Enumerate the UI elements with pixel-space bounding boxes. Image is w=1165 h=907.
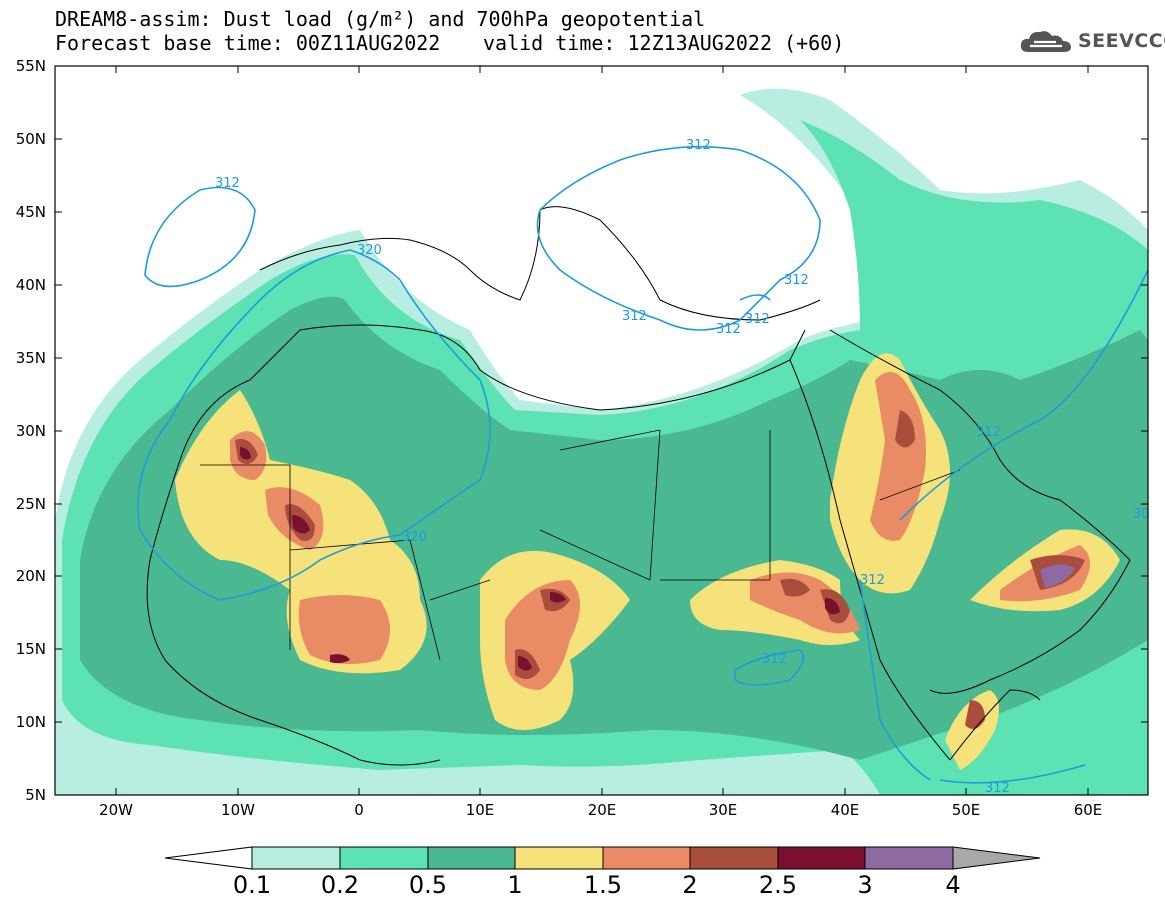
lat-label: 10N xyxy=(15,713,46,731)
dust-contour-1-somalia xyxy=(945,690,999,770)
lat-label: 45N xyxy=(15,203,46,221)
seevccc-logo: SEEVCCC xyxy=(1018,26,1165,56)
colorbar-bin xyxy=(689,846,779,870)
coastline-europe xyxy=(259,206,821,321)
lon-label: 0 xyxy=(354,801,364,819)
colorbar-label: 0.1 xyxy=(232,871,272,899)
colorbar-over-arrow xyxy=(952,846,1041,870)
lat-label: 50N xyxy=(15,130,46,148)
lat-label: 20N xyxy=(15,567,46,585)
colorbar-bin xyxy=(864,846,954,870)
contour-label: 312 xyxy=(985,781,1010,796)
contour-320-main xyxy=(137,249,491,601)
contour-label: 312 xyxy=(784,273,809,288)
contour-label: 312 xyxy=(762,652,787,667)
lon-label: 10W xyxy=(221,801,255,819)
coastline-west-africa xyxy=(146,459,441,766)
contour-312-sudan xyxy=(734,649,805,686)
lon-label: 10E xyxy=(465,801,495,819)
lat-label: 30N xyxy=(15,422,46,440)
lat-label: 55N xyxy=(15,57,46,75)
colorbar-label: 1 xyxy=(507,871,523,899)
colorbar-label: 0.2 xyxy=(320,871,360,899)
colorbar-bin xyxy=(514,846,604,870)
colorbar-label: 3 xyxy=(857,871,873,899)
lon-ticks xyxy=(115,66,1089,795)
colorbar-bin xyxy=(777,846,866,870)
lon-label: 60E xyxy=(1073,801,1103,819)
lat-label: 35N xyxy=(15,349,46,367)
colorbar xyxy=(164,846,1041,870)
contour-label: 312 xyxy=(622,309,647,324)
colorbar-label: 1.5 xyxy=(583,871,623,899)
contour-312-europe xyxy=(536,145,821,331)
coastline-north-africa xyxy=(179,324,806,461)
contour-312-east xyxy=(899,269,1148,521)
lat-label: 40N xyxy=(15,276,46,294)
lon-label: 50E xyxy=(951,801,981,819)
map-title: DREAM8-assim: Dust load (g/m²) and 700hP… xyxy=(55,7,706,31)
contour-labels: 312 312 320 312 312 312 312 320 312 312 … xyxy=(215,138,1150,796)
contour-label: 320 xyxy=(402,530,427,545)
contour-label: 312 xyxy=(686,138,711,153)
lon-label: 20W xyxy=(99,801,133,819)
colorbar-label: 2.5 xyxy=(758,871,798,899)
lat-label: 25N xyxy=(15,495,46,513)
contour-label: 312 xyxy=(716,322,741,337)
contour-label: 320 xyxy=(357,243,382,258)
valid-time: valid time: 12Z13AUG2022 (+60) xyxy=(483,31,845,55)
lon-label: 30E xyxy=(708,801,738,819)
lon-label: 20E xyxy=(587,801,617,819)
colorbar-bin xyxy=(427,846,516,870)
coastlines xyxy=(146,206,1131,766)
colorbar-bin xyxy=(251,846,341,870)
coastline-red-sea xyxy=(789,359,951,761)
contour-312-west xyxy=(144,186,256,288)
colorbar-under-arrow xyxy=(164,846,253,870)
contour-label: 312 xyxy=(860,573,885,588)
coastline-arabia xyxy=(829,329,1131,694)
colorbar-label: 0.5 xyxy=(408,871,448,899)
dust-contour-1.5-west xyxy=(230,431,390,664)
lat-ticks xyxy=(55,65,1148,723)
contour-312-horn xyxy=(859,579,1086,784)
contour-label: 312 xyxy=(745,312,770,327)
border-lines xyxy=(200,429,961,661)
colorbar-bin xyxy=(602,846,691,870)
colorbar-label: 4 xyxy=(945,871,961,899)
contour-label: 30 xyxy=(1133,507,1150,522)
contour-label: 312 xyxy=(976,425,1001,440)
geopotential-contours xyxy=(137,145,1148,784)
cloud-icon xyxy=(1020,31,1071,52)
logo-text: SEEVCCC xyxy=(1078,30,1165,52)
lon-label: 40E xyxy=(830,801,860,819)
lat-label: 15N xyxy=(15,640,46,658)
coastline-horn xyxy=(949,689,1041,761)
colorbar-bin xyxy=(339,846,429,870)
dust-contour-3 xyxy=(1040,564,1075,588)
contour-312-aegean xyxy=(739,294,771,301)
contour-label: 312 xyxy=(215,176,240,191)
forecast-base-time: Forecast base time: 00Z11AUG2022 xyxy=(55,31,441,55)
lat-label: 5N xyxy=(25,786,46,804)
colorbar-label: 2 xyxy=(682,871,698,899)
